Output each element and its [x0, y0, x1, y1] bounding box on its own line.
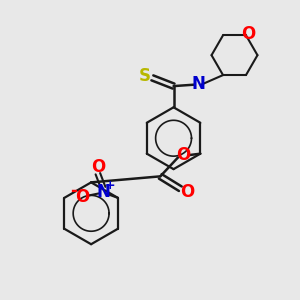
- Text: N: N: [96, 183, 110, 201]
- Text: O: O: [176, 146, 190, 164]
- Text: O: O: [91, 158, 105, 176]
- Text: -: -: [70, 182, 77, 200]
- Text: O: O: [180, 183, 194, 201]
- Text: O: O: [75, 188, 89, 206]
- Text: O: O: [241, 26, 256, 44]
- Text: N: N: [191, 75, 205, 93]
- Text: +: +: [104, 179, 115, 192]
- Text: S: S: [139, 68, 151, 85]
